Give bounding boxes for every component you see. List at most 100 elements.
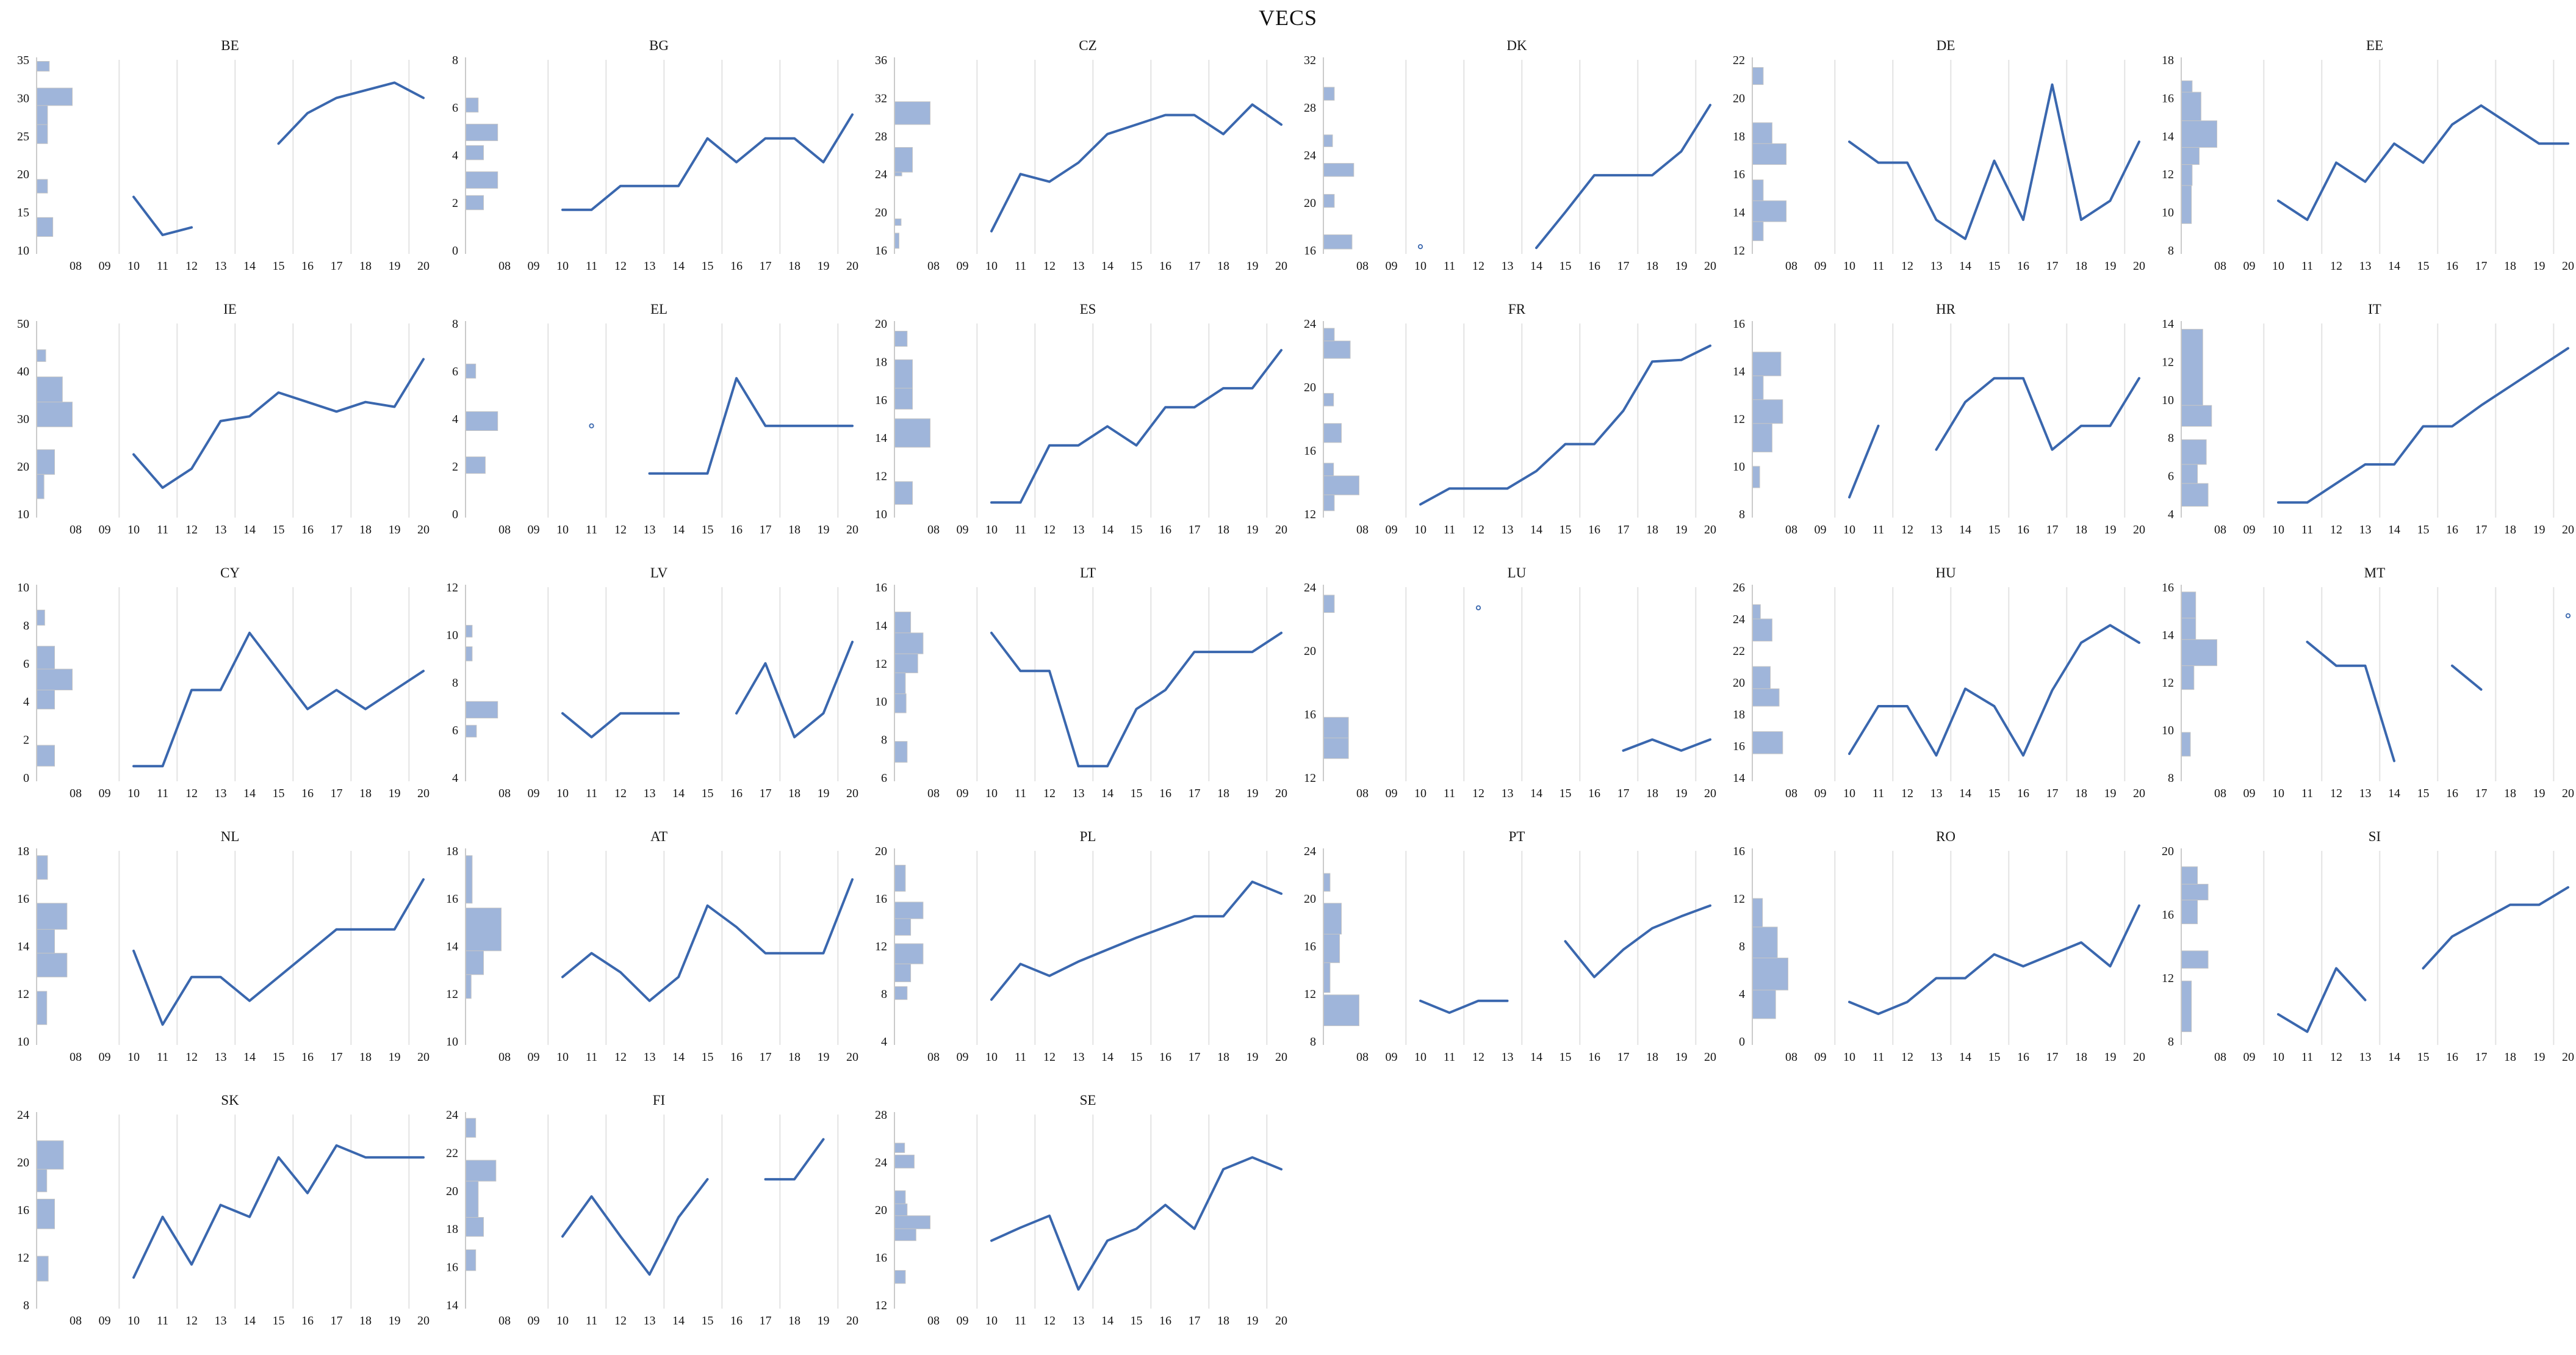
x-tick-label: 10 <box>2272 787 2284 800</box>
marginal-histogram-bar <box>2181 618 2196 640</box>
x-tick-label: 12 <box>2330 1050 2342 1064</box>
x-tick-label: 16 <box>301 1314 314 1328</box>
country-title: NL <box>221 829 240 844</box>
x-tick-label: 19 <box>818 1050 830 1064</box>
marginal-histogram-bar <box>894 172 902 176</box>
x-tick-label: 13 <box>644 259 656 273</box>
chart-CZ: 16 20 24 28 32 36 08 09 10 11 12 13 14 15 16 17 18 19 20 CZ <box>875 38 1287 273</box>
x-tick-label: 15 <box>1988 1050 2001 1064</box>
y-tick-label: 10 <box>875 508 887 521</box>
x-tick-label: 13 <box>1073 1314 1085 1328</box>
marginal-histogram-bar <box>2181 900 2198 925</box>
marginal-histogram-bar <box>894 1203 908 1216</box>
country-title: DE <box>1937 38 1955 53</box>
chart-HR: 8 10 12 14 16 08 09 10 11 12 13 14 15 16 17 18 19 20 HR <box>1733 302 2145 537</box>
data-line <box>2277 886 2569 1033</box>
x-tick-label: 20 <box>1704 1050 1716 1064</box>
x-tick-label: 16 <box>1588 259 1600 273</box>
y-tick-label: 16 <box>17 1204 29 1217</box>
marginal-histogram-bar <box>1752 958 1788 991</box>
x-tick-label: 19 <box>1247 1050 1259 1064</box>
x-tick-label: 14 <box>1101 523 1114 537</box>
country-title: EL <box>650 302 667 317</box>
subplot-AT: 10 12 14 16 18 08 09 10 11 12 13 14 15 16 17 18 19 20 AT <box>430 823 859 1086</box>
x-tick-label: 20 <box>417 523 430 537</box>
x-tick-label: 20 <box>2562 523 2574 537</box>
x-tick-label: 18 <box>2075 1050 2087 1064</box>
y-tick-label: 18 <box>1733 708 1745 721</box>
marginal-histogram-bar <box>466 1118 477 1138</box>
x-tick-label: 13 <box>1502 1050 1514 1064</box>
y-tick-label: 12 <box>1304 508 1316 521</box>
x-tick-label: 17 <box>2046 259 2059 273</box>
marginal-histogram-bar <box>2181 866 2198 885</box>
x-tick-label: 17 <box>2475 1050 2488 1064</box>
x-tick-label: 14 <box>1530 1050 1542 1064</box>
x-tick-label: 13 <box>1073 259 1085 273</box>
x-tick-label: 13 <box>644 523 656 537</box>
y-tick-label: 16 <box>875 394 887 407</box>
x-tick-label: 11 <box>1873 1050 1884 1064</box>
country-title: FR <box>1508 302 1526 317</box>
marginal-histogram-bar <box>1752 666 1771 689</box>
x-tick-label: 18 <box>2504 523 2516 537</box>
y-tick-label: 18 <box>875 355 887 369</box>
x-tick-label: 08 <box>2214 787 2226 800</box>
x-tick-label: 09 <box>1386 1050 1398 1064</box>
x-tick-label: 20 <box>1275 787 1287 800</box>
country-title: HR <box>1936 302 1956 317</box>
country-title: SE <box>1080 1093 1096 1108</box>
x-tick-label: 19 <box>2104 1050 2117 1064</box>
y-tick-label: 12 <box>2162 676 2174 690</box>
x-tick-label: 15 <box>1131 1314 1143 1328</box>
x-tick-label: 14 <box>243 787 256 800</box>
x-tick-label: 17 <box>760 1050 772 1064</box>
chart-BE: 10 15 20 25 30 35 08 09 10 11 12 13 14 15 16 17 18 19 20 BE <box>17 38 430 273</box>
y-tick-label: 25 <box>17 130 29 143</box>
x-tick-label: 15 <box>702 259 714 273</box>
y-tick-label: 28 <box>875 1108 887 1122</box>
x-tick-label: 19 <box>2104 259 2117 273</box>
data-line <box>2277 347 2569 504</box>
x-tick-label: 19 <box>389 259 401 273</box>
x-tick-label: 14 <box>243 1314 256 1328</box>
marginal-histogram-bar <box>1752 898 1763 928</box>
x-tick-label: 12 <box>1043 523 1056 537</box>
x-tick-label: 17 <box>331 259 343 273</box>
x-tick-label: 16 <box>2446 787 2458 800</box>
x-tick-label: 20 <box>1275 1050 1287 1064</box>
marginal-histogram-bar <box>1323 234 1353 250</box>
y-tick-label: 16 <box>2162 92 2174 105</box>
chart-NL: 10 12 14 16 18 08 09 10 11 12 13 14 15 16 17 18 19 20 NL <box>17 829 430 1064</box>
data-line <box>1848 83 2140 240</box>
marginal-histogram-bar <box>894 693 907 714</box>
x-tick-label: 19 <box>1675 787 1688 800</box>
y-tick-label: 16 <box>875 1251 887 1265</box>
x-tick-label: 08 <box>1356 787 1369 800</box>
y-tick-label: 0 <box>23 771 29 785</box>
marginal-histogram-bar <box>894 986 908 1000</box>
chart-MT: 8 10 12 14 16 08 09 10 11 12 13 14 15 16 17 18 19 20 MT <box>2162 565 2574 800</box>
y-tick-label: 16 <box>1304 708 1316 721</box>
country-title: FI <box>653 1093 665 1108</box>
x-tick-label: 17 <box>1189 1050 1201 1064</box>
y-tick-label: 22 <box>1733 54 1745 67</box>
marginal-histogram-bar <box>894 219 902 226</box>
x-tick-label: 15 <box>2417 1050 2430 1064</box>
y-tick-label: 4 <box>1739 988 1745 1001</box>
x-tick-label: 17 <box>760 787 772 800</box>
x-tick-label: 20 <box>2133 1050 2145 1064</box>
y-tick-label: 10 <box>2162 394 2174 407</box>
x-tick-label: 20 <box>846 1314 858 1328</box>
x-tick-label: 11 <box>1444 259 1455 273</box>
x-tick-label: 08 <box>1785 259 1797 273</box>
x-tick-label: 13 <box>1502 787 1514 800</box>
country-title: LU <box>1508 565 1527 580</box>
chart-FR: 12 16 20 24 08 09 10 11 12 13 14 15 16 17 18 19 20 FR <box>1304 302 1716 537</box>
x-tick-label: 08 <box>927 1050 940 1064</box>
marginal-histogram-bar <box>1752 423 1772 453</box>
x-tick-label: 11 <box>586 787 597 800</box>
marginal-histogram-bar <box>1752 375 1764 400</box>
marginal-histogram-bar <box>894 331 908 347</box>
marginal-histogram-bar <box>2181 732 2191 757</box>
